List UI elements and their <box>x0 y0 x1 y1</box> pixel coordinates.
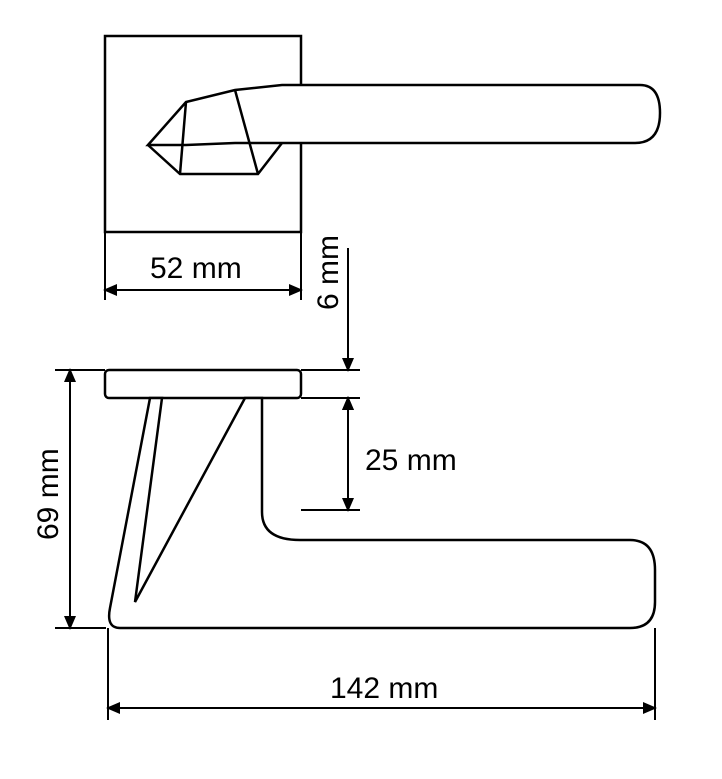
dimension-69mm: 69 mm <box>32 370 106 628</box>
dimension-69mm-label: 69 mm <box>32 448 65 540</box>
dimension-6mm-label: 6 mm <box>312 235 345 310</box>
lever-side-outline <box>109 398 655 628</box>
dimension-25mm: 25 mm <box>301 398 457 510</box>
dimension-142mm-label: 142 mm <box>330 672 438 705</box>
side-view <box>105 370 655 628</box>
technical-drawing: 52 mm 6 mm 25 mm 69 mm 142 mm <box>0 0 722 779</box>
top-view <box>105 36 660 232</box>
dimension-52mm: 52 mm <box>105 232 301 300</box>
dimension-6mm: 6 mm <box>301 235 360 416</box>
lever-top-outline <box>148 85 660 145</box>
dimension-25mm-label: 25 mm <box>365 444 457 477</box>
dimension-52mm-label: 52 mm <box>150 252 242 285</box>
dimension-142mm: 142 mm <box>108 628 655 720</box>
mounting-plate <box>105 370 301 398</box>
